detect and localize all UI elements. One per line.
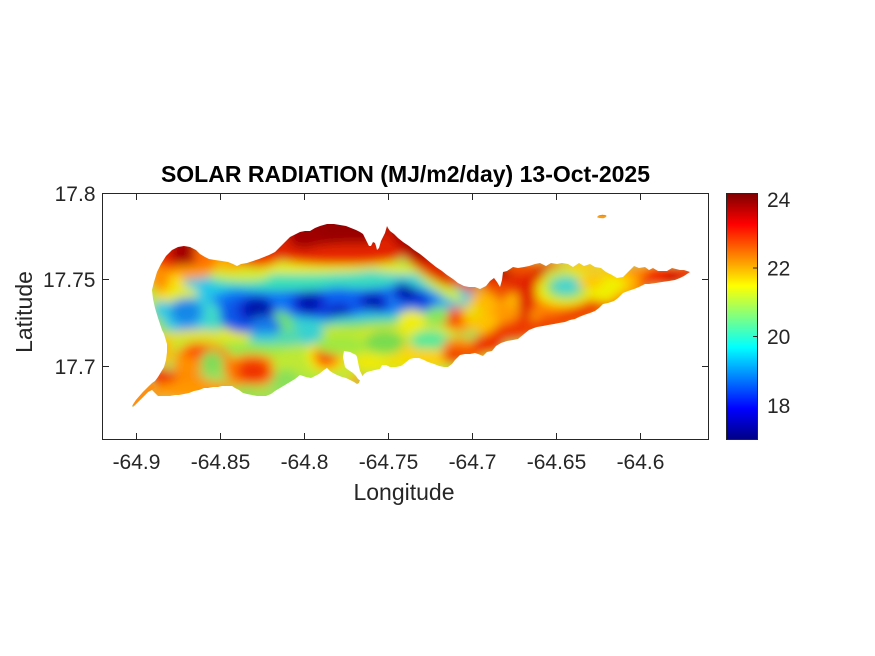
svg-text:-64.65: -64.65 xyxy=(527,451,587,474)
svg-text:20: 20 xyxy=(767,326,790,349)
svg-text:-64.6: -64.6 xyxy=(617,451,665,474)
svg-text:-64.8: -64.8 xyxy=(281,451,329,474)
svg-text:SOLAR RADIATION (MJ/m2/day) 13: SOLAR RADIATION (MJ/m2/day) 13-Oct-2025 xyxy=(161,161,650,187)
svg-text:22: 22 xyxy=(767,258,790,281)
svg-text:Longitude: Longitude xyxy=(353,479,454,505)
svg-text:24: 24 xyxy=(767,189,791,212)
svg-text:17.8: 17.8 xyxy=(55,183,96,206)
svg-text:18: 18 xyxy=(767,395,790,418)
svg-text:17.75: 17.75 xyxy=(43,269,96,292)
svg-text:-64.9: -64.9 xyxy=(113,451,161,474)
svg-text:-64.75: -64.75 xyxy=(359,451,419,474)
svg-text:17.7: 17.7 xyxy=(55,356,96,379)
svg-text:Latitude: Latitude xyxy=(11,271,37,353)
svg-text:-64.7: -64.7 xyxy=(449,451,497,474)
svg-text:-64.85: -64.85 xyxy=(191,451,251,474)
